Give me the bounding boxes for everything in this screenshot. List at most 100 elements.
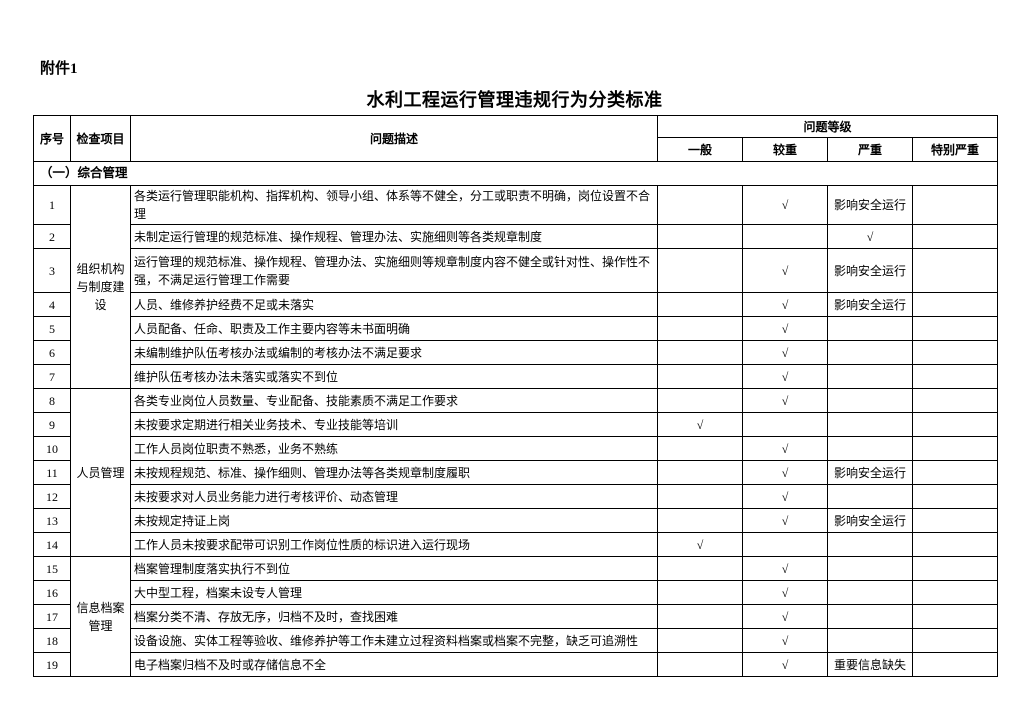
- problem-description: 未按要求对人员业务能力进行考核评价、动态管理: [130, 484, 658, 509]
- grade-moderate-cell: √: [742, 316, 828, 341]
- row-number: 11: [33, 460, 71, 485]
- problem-description: 维护队伍考核办法未落实或落实不到位: [130, 364, 658, 389]
- table-row: 12 未按要求对人员业务能力进行考核评价、动态管理 √: [33, 484, 999, 509]
- row-number: 13: [33, 508, 71, 533]
- grade-severe-cell: [827, 316, 913, 341]
- grade-general-cell: [657, 652, 743, 677]
- grade-extreme-cell: [911, 436, 999, 461]
- row-number: 2: [33, 224, 71, 249]
- header-row-2: 一般 较重 严重 特别严重: [34, 137, 999, 162]
- row-number: 16: [33, 580, 71, 605]
- problem-description: 未按要求定期进行相关业务技术、专业技能等培训: [130, 412, 658, 437]
- problem-description: 未制定运行管理的规范标准、操作规程、管理办法、实施细则等各类规章制度: [130, 224, 658, 249]
- col-header-desc: 问题描述: [130, 115, 658, 162]
- grade-severe-cell: [827, 532, 913, 557]
- grade-moderate-cell: √: [742, 508, 828, 533]
- category-cell-org: 组织机构与制度建设: [70, 185, 131, 389]
- grade-extreme-cell: [911, 364, 999, 389]
- problem-description: 大中型工程，档案未设专人管理: [130, 580, 658, 605]
- grade-severe-cell: 影响安全运行: [827, 292, 913, 317]
- grade-moderate-cell: √: [742, 185, 828, 225]
- table-row: 15 信息档案管理 档案管理制度落实执行不到位 √: [33, 556, 999, 677]
- page-title: 水利工程运行管理违规行为分类标准: [366, 90, 663, 110]
- grade-extreme-cell: [911, 248, 999, 293]
- grade-moderate-cell: √: [742, 604, 828, 629]
- grade-general-cell: √: [657, 532, 743, 557]
- grade-severe-cell: [827, 364, 913, 389]
- grade-severe-cell: 重要信息缺失: [827, 652, 913, 677]
- row-number: 15: [33, 556, 71, 581]
- table-row: 3 运行管理的规范标准、操作规程、管理办法、实施细则等规章制度内容不健全或针对性…: [33, 248, 999, 293]
- grade-extreme-cell: [911, 604, 999, 629]
- table-row: 18 设备设施、实体工程等验收、维修养护等工作未建立过程资料档案或档案不完整，缺…: [33, 628, 999, 653]
- grade-severe-cell: [827, 556, 913, 581]
- attachment-label: 附件1: [40, 61, 78, 77]
- grade-extreme-cell: [911, 628, 999, 653]
- grade-extreme-cell: [911, 388, 999, 413]
- grade-extreme-cell: [911, 185, 999, 225]
- table-row: 7 维护队伍考核办法未落实或落实不到位 √: [33, 364, 999, 389]
- grade-extreme-cell: [911, 292, 999, 317]
- grade-severe-cell: [827, 484, 913, 509]
- table-row: 17 档案分类不清、存放无序，归档不及时，查找困难 √: [33, 604, 999, 629]
- problem-description: 未编制维护队伍考核办法或编制的考核办法不满足要求: [130, 340, 658, 365]
- table-row: 19 电子档案归档不及时或存储信息不全 √ 重要信息缺失: [33, 652, 999, 677]
- grade-general-cell: [657, 508, 743, 533]
- table-row: 16 大中型工程，档案未设专人管理 √: [33, 580, 999, 605]
- grade-general-cell: [657, 484, 743, 509]
- grade-severe-cell: [827, 340, 913, 365]
- row-number: 4: [33, 292, 71, 317]
- grade-general-cell: [657, 316, 743, 341]
- problem-description: 未按规定持证上岗: [130, 508, 658, 533]
- grade-moderate-cell: √: [742, 292, 828, 317]
- row-number: 9: [33, 412, 71, 437]
- table-row: 10 工作人员岗位职责不熟悉，业务不熟练 √: [33, 436, 999, 461]
- grade-severe-cell: [827, 628, 913, 653]
- grade-extreme-cell: [911, 340, 999, 365]
- grade-extreme-cell: [911, 652, 999, 677]
- row-number: 7: [33, 364, 71, 389]
- classification-table: 序号 检查项目 问题描述 问题等级 一般 较重 严重 特别严重 （一）综合管理 …: [32, 115, 999, 677]
- grade-general-cell: [657, 248, 743, 293]
- grade-moderate-cell: √: [742, 556, 828, 581]
- grade-moderate-cell: √: [742, 460, 828, 485]
- grade-extreme-cell: [911, 532, 999, 557]
- table-row: 5 人员配备、任命、职责及工作主要内容等未书面明确 √: [33, 316, 999, 341]
- grade-extreme-cell: [911, 316, 999, 341]
- problem-description: 运行管理的规范标准、操作规程、管理办法、实施细则等规章制度内容不健全或针对性、操…: [130, 248, 658, 293]
- grade-general-cell: [657, 224, 743, 249]
- grade-severe-cell: √: [827, 224, 913, 249]
- problem-description: 设备设施、实体工程等验收、维修养护等工作未建立过程资料档案或档案不完整，缺乏可追…: [130, 628, 658, 653]
- problem-description: 工作人员未按要求配带可识别工作岗位性质的标识进入运行现场: [130, 532, 658, 557]
- header-row-1: 序号 检查项目 问题描述 问题等级: [33, 115, 999, 162]
- col-header-seq: 序号: [33, 115, 71, 162]
- grade-general-cell: [657, 388, 743, 413]
- grade-severe-cell: 影响安全运行: [827, 508, 913, 533]
- row-number: 18: [33, 628, 71, 653]
- problem-description: 人员配备、任命、职责及工作主要内容等未书面明确: [130, 316, 658, 341]
- row-number: 6: [33, 340, 71, 365]
- grade-moderate-cell: √: [742, 248, 828, 293]
- problem-description: 人员、维修养护经费不足或未落实: [130, 292, 658, 317]
- section-title: （一）综合管理: [32, 161, 999, 186]
- row-number: 17: [33, 604, 71, 629]
- col-header-extreme: 特别严重: [911, 137, 999, 162]
- row-number: 1: [33, 185, 71, 225]
- grade-extreme-cell: [911, 508, 999, 533]
- problem-description: 各类专业岗位人员数量、专业配备、技能素质不满足工作要求: [130, 388, 658, 413]
- table-row: 11 未按规程规范、标准、操作细则、管理办法等各类规章制度履职 √ 影响安全运行: [33, 460, 999, 485]
- table-row: 2 未制定运行管理的规范标准、操作规程、管理办法、实施细则等各类规章制度 √: [33, 224, 999, 249]
- grade-general-cell: [657, 460, 743, 485]
- row-number: 8: [33, 388, 71, 413]
- grade-extreme-cell: [911, 484, 999, 509]
- grade-general-cell: √: [657, 412, 743, 437]
- grade-severe-cell: [827, 580, 913, 605]
- grade-general-cell: [657, 556, 743, 581]
- grade-general-cell: [657, 185, 743, 225]
- grade-general-cell: [657, 340, 743, 365]
- grade-moderate-cell: [742, 532, 828, 557]
- grade-moderate-cell: √: [742, 628, 828, 653]
- col-header-moderate: 较重: [742, 137, 828, 162]
- grade-general-cell: [657, 436, 743, 461]
- col-header-general: 一般: [657, 137, 743, 162]
